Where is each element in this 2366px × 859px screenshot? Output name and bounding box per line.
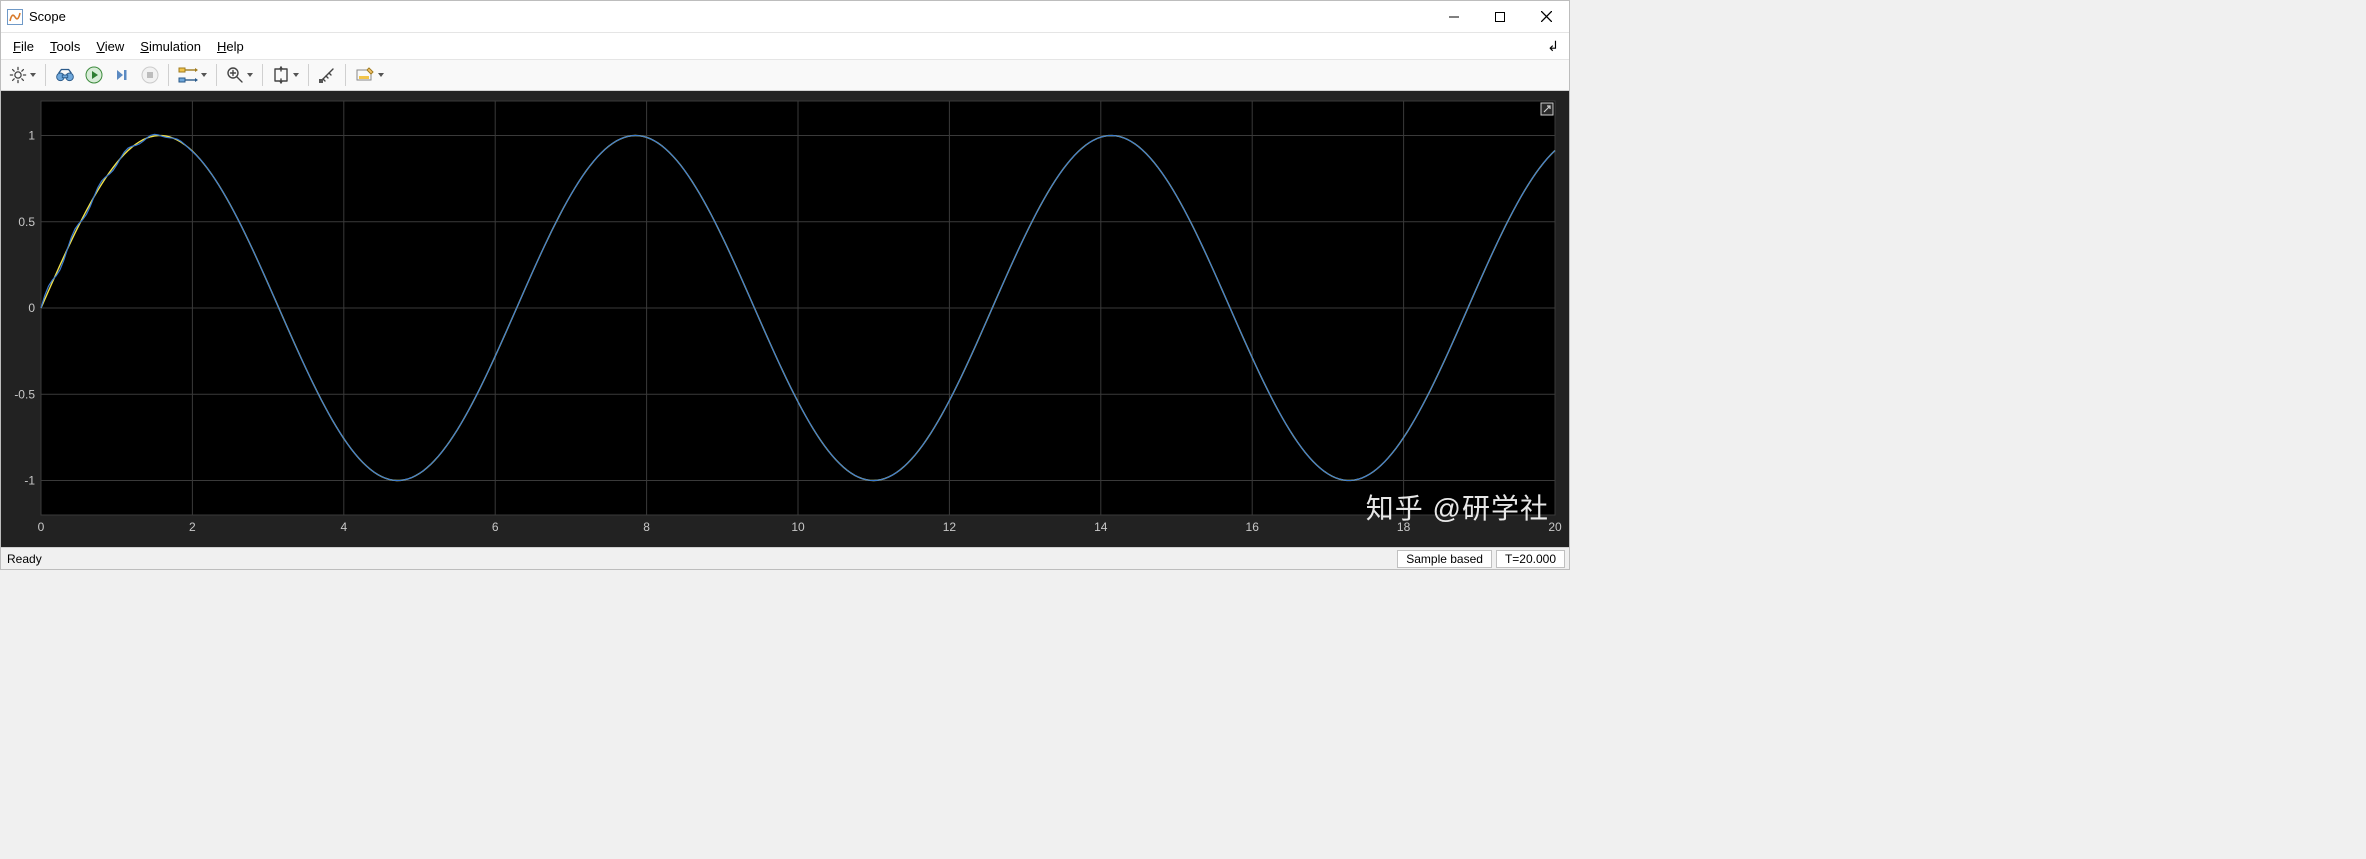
statusbar: Ready Sample based T=20.000 bbox=[1, 547, 1569, 569]
zoom-icon[interactable] bbox=[222, 62, 257, 88]
window-title: Scope bbox=[29, 9, 66, 24]
menu-view[interactable]: View bbox=[88, 36, 132, 57]
undock-icon[interactable]: ↲ bbox=[1547, 38, 1565, 55]
autoscale-icon[interactable] bbox=[268, 62, 303, 88]
step-forward-icon[interactable] bbox=[109, 62, 135, 88]
toolbar-separator bbox=[262, 64, 263, 86]
x-tick-label: 6 bbox=[492, 520, 499, 534]
x-tick-label: 20 bbox=[1548, 520, 1562, 534]
x-tick-label: 0 bbox=[38, 520, 45, 534]
menu-tools[interactable]: Tools bbox=[42, 36, 88, 57]
titlebar: Scope bbox=[1, 1, 1569, 33]
measurements-icon[interactable] bbox=[314, 62, 340, 88]
configure-icon[interactable] bbox=[5, 62, 40, 88]
y-tick-label: 0.5 bbox=[18, 215, 35, 229]
toolbar-separator bbox=[216, 64, 217, 86]
scope-area: 02468101214161820-1-0.500.51 知乎 @研学社 bbox=[1, 91, 1569, 547]
y-tick-label: 0 bbox=[28, 301, 35, 315]
maximize-button[interactable] bbox=[1477, 1, 1523, 33]
x-tick-label: 4 bbox=[340, 520, 347, 534]
y-tick-label: 1 bbox=[28, 129, 35, 143]
x-tick-label: 10 bbox=[791, 520, 805, 534]
y-tick-label: -0.5 bbox=[14, 387, 35, 401]
signal-selector-icon[interactable] bbox=[174, 62, 211, 88]
status-time: T=20.000 bbox=[1496, 550, 1565, 568]
minimize-button[interactable] bbox=[1431, 1, 1477, 33]
find-signal-icon[interactable] bbox=[51, 62, 79, 88]
toolbar-separator bbox=[308, 64, 309, 86]
status-mode: Sample based bbox=[1397, 550, 1492, 568]
app-icon bbox=[7, 9, 23, 25]
x-tick-label: 14 bbox=[1094, 520, 1108, 534]
menu-help[interactable]: Help bbox=[209, 36, 252, 57]
menu-file[interactable]: File bbox=[5, 36, 42, 57]
x-tick-label: 16 bbox=[1246, 520, 1260, 534]
toolbar-separator bbox=[45, 64, 46, 86]
toolbar-separator bbox=[168, 64, 169, 86]
highlight-icon[interactable] bbox=[351, 62, 388, 88]
axes-maximize-icon[interactable] bbox=[1541, 103, 1553, 115]
toolbar-separator bbox=[345, 64, 346, 86]
x-tick-label: 8 bbox=[643, 520, 650, 534]
y-tick-label: -1 bbox=[24, 474, 35, 488]
stop-icon[interactable] bbox=[137, 62, 163, 88]
x-tick-label: 12 bbox=[943, 520, 957, 534]
x-tick-label: 2 bbox=[189, 520, 196, 534]
close-button[interactable] bbox=[1523, 1, 1569, 33]
scope-plot[interactable]: 0 2 4 6 8 10 12 14 16 18 20 -1 -0.5 0 0.5 1 bbox=[5, 95, 1565, 543]
menubar: FileToolsViewSimulationHelp ↲ bbox=[1, 33, 1569, 59]
x-tick-label: 18 bbox=[1397, 520, 1411, 534]
scope-window: Scope FileToolsViewSimulationHelp ↲ 0 2 4 6 8… bbox=[0, 0, 1570, 570]
run-icon[interactable] bbox=[81, 62, 107, 88]
menu-simulation[interactable]: Simulation bbox=[132, 36, 209, 57]
status-ready: Ready bbox=[1, 552, 42, 566]
toolbar bbox=[1, 59, 1569, 91]
